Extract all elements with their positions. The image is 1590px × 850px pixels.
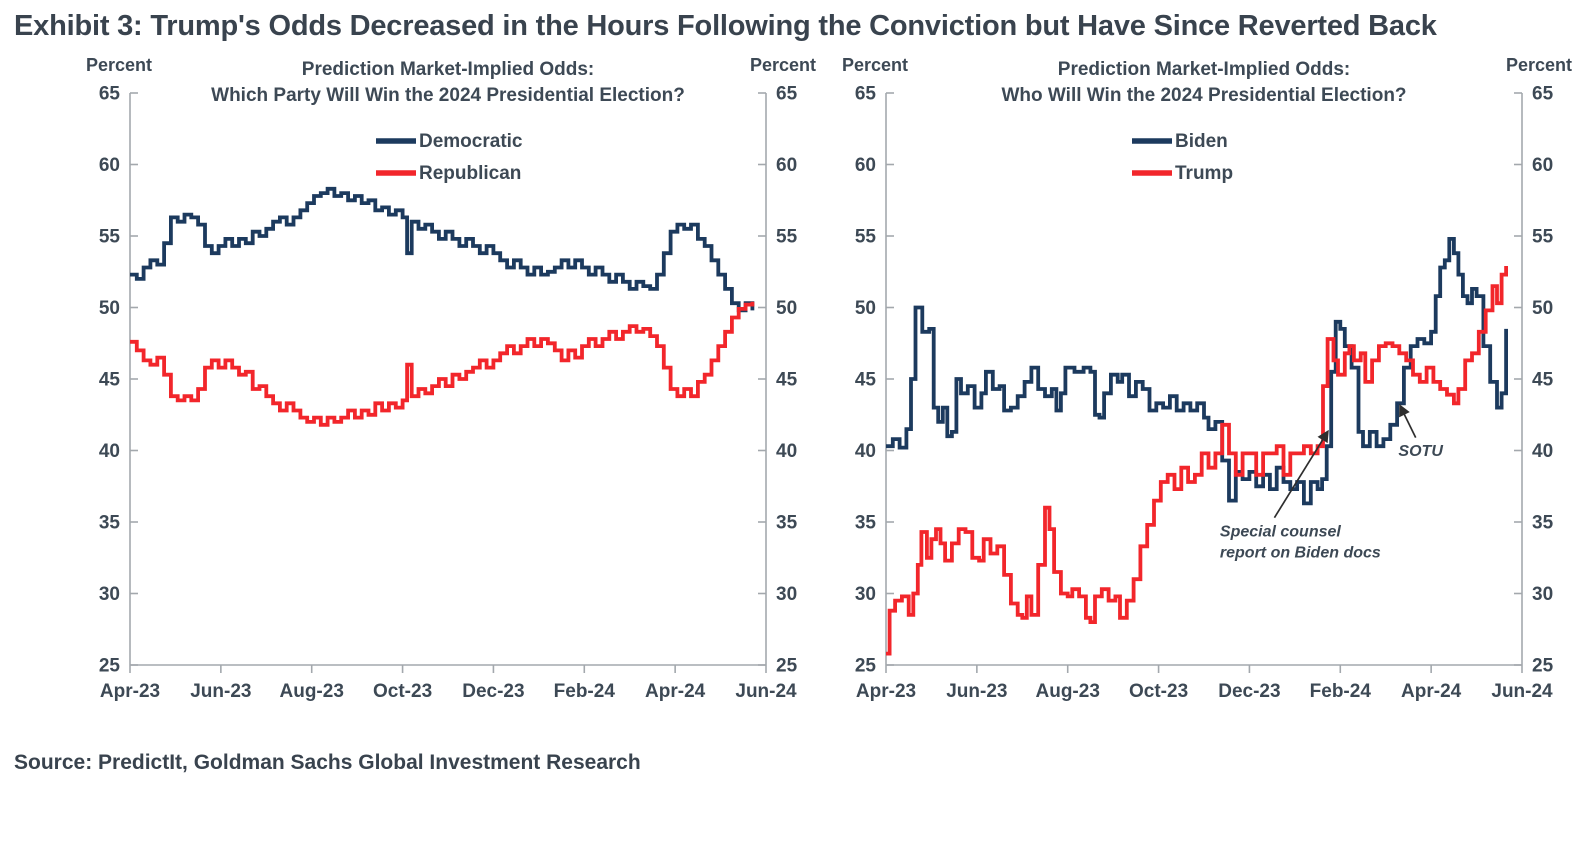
x-tick-label: Oct-23 <box>373 681 432 702</box>
y-tick-label-right: 45 <box>776 370 798 391</box>
x-tick-label: Apr-23 <box>856 681 916 702</box>
y-tick-label-left: 65 <box>855 84 877 105</box>
y-tick-label-left: 25 <box>855 656 877 677</box>
y-tick-label-left: 50 <box>855 298 876 319</box>
y-tick-label-right: 35 <box>776 513 798 534</box>
y-tick-label-right: 65 <box>776 84 798 105</box>
y-tick-label-left: 45 <box>855 370 877 391</box>
y-tick-label-right: 60 <box>1532 155 1553 176</box>
exhibit-title: Exhibit 3: Trump's Odds Decreased in the… <box>14 10 1437 42</box>
y-tick-label-left: 30 <box>855 584 876 605</box>
chart-title-line: Prediction Market-Implied Odds: <box>302 59 594 80</box>
candidate-odds-chart: Percent Percent 25 25 30 30 35 35 40 40 45 45 50 50 55… <box>834 45 1574 725</box>
legend-label-democratic: Democratic <box>419 131 523 152</box>
y-tick-label-left: 50 <box>99 298 120 319</box>
legend-label-biden: Biden <box>1175 131 1228 152</box>
footer: Source: PredictIt, Goldman Sachs Global … <box>0 751 1590 775</box>
y-tick-label-left: 30 <box>99 584 120 605</box>
y-tick-label-left: 55 <box>855 227 877 248</box>
series-line-republican <box>130 301 755 427</box>
series-line-biden <box>886 237 1508 506</box>
y-tick-label-right: 30 <box>776 584 797 605</box>
x-tick-label: Jun-23 <box>190 681 251 702</box>
y-tick-label-right: 55 <box>1532 227 1554 248</box>
y-tick-label-right: 30 <box>1532 584 1553 605</box>
candidate-odds-chart-svg: Percent Percent 25 25 30 30 35 35 40 40 45 45 50 50 55… <box>842 55 1572 702</box>
party-odds-chart: Percent Percent 25 25 30 30 35 35 40 40 45 45 50 50 55… <box>78 45 818 725</box>
chart-title-line: Who Will Win the 2024 Presidential Elect… <box>1001 85 1406 106</box>
source-note: Source: PredictIt, Goldman Sachs Global … <box>14 751 641 774</box>
legend-label-trump: Trump <box>1175 163 1233 184</box>
x-tick-label: Jun-24 <box>1491 681 1553 702</box>
y-tick-label-right: 50 <box>1532 298 1553 319</box>
y-tick-label-right: 25 <box>1532 656 1554 677</box>
x-tick-label: Apr-24 <box>645 681 706 702</box>
x-tick-label: Aug-23 <box>280 681 344 702</box>
y-tick-label-left: 65 <box>99 84 121 105</box>
y-axis-title-right: Percent <box>1506 55 1572 75</box>
charts-row: Percent Percent 25 25 30 30 35 35 40 40 45 45 50 50 55… <box>0 45 1590 725</box>
series-line-trump <box>886 266 1508 656</box>
x-tick-label: Apr-23 <box>100 681 160 702</box>
y-tick-label-right: 50 <box>776 298 797 319</box>
annotation-text: Special counsel <box>1220 523 1341 540</box>
y-axis-title-left: Percent <box>842 55 908 75</box>
y-axis-title-left: Percent <box>86 55 152 75</box>
y-tick-label-left: 35 <box>99 513 121 534</box>
y-tick-label-left: 40 <box>855 441 876 462</box>
chart-title-line: Which Party Will Win the 2024 Presidenti… <box>211 85 685 106</box>
x-tick-label: Dec-23 <box>462 681 524 702</box>
y-tick-label-left: 25 <box>99 656 121 677</box>
legend-label-republican: Republican <box>419 163 521 184</box>
y-tick-label-right: 40 <box>1532 441 1553 462</box>
annotation-text: report on Biden docs <box>1220 544 1381 561</box>
y-tick-label-right: 25 <box>776 656 798 677</box>
y-tick-label-left: 45 <box>99 370 121 391</box>
y-tick-label-right: 65 <box>1532 84 1554 105</box>
y-tick-label-right: 55 <box>776 227 798 248</box>
x-tick-label: Feb-24 <box>554 681 616 702</box>
x-tick-label: Oct-23 <box>1129 681 1188 702</box>
annotation-text: SOTU <box>1398 443 1443 460</box>
chart-title-line: Prediction Market-Implied Odds: <box>1058 59 1350 80</box>
y-tick-label-right: 45 <box>1532 370 1554 391</box>
y-tick-label-right: 40 <box>776 441 797 462</box>
exhibit-header: Exhibit 3: Trump's Odds Decreased in the… <box>0 0 1590 43</box>
y-tick-label-left: 60 <box>99 155 120 176</box>
x-tick-label: Dec-23 <box>1218 681 1280 702</box>
x-tick-label: Jun-23 <box>946 681 1007 702</box>
y-tick-label-left: 55 <box>99 227 121 248</box>
annotation-arrow <box>1399 404 1417 439</box>
x-tick-label: Jun-24 <box>735 681 797 702</box>
y-tick-label-right: 60 <box>776 155 797 176</box>
x-tick-label: Feb-24 <box>1310 681 1372 702</box>
y-axis-title-right: Percent <box>750 55 816 75</box>
y-tick-label-left: 40 <box>99 441 120 462</box>
y-tick-label-right: 35 <box>1532 513 1554 534</box>
series-line-democratic <box>130 186 755 313</box>
party-odds-chart-svg: Percent Percent 25 25 30 30 35 35 40 40 45 45 50 50 55… <box>86 55 816 702</box>
y-tick-label-left: 35 <box>855 513 877 534</box>
y-tick-label-left: 60 <box>855 155 876 176</box>
x-tick-label: Apr-24 <box>1401 681 1462 702</box>
x-tick-label: Aug-23 <box>1036 681 1100 702</box>
annotation-arrow <box>1273 429 1329 519</box>
